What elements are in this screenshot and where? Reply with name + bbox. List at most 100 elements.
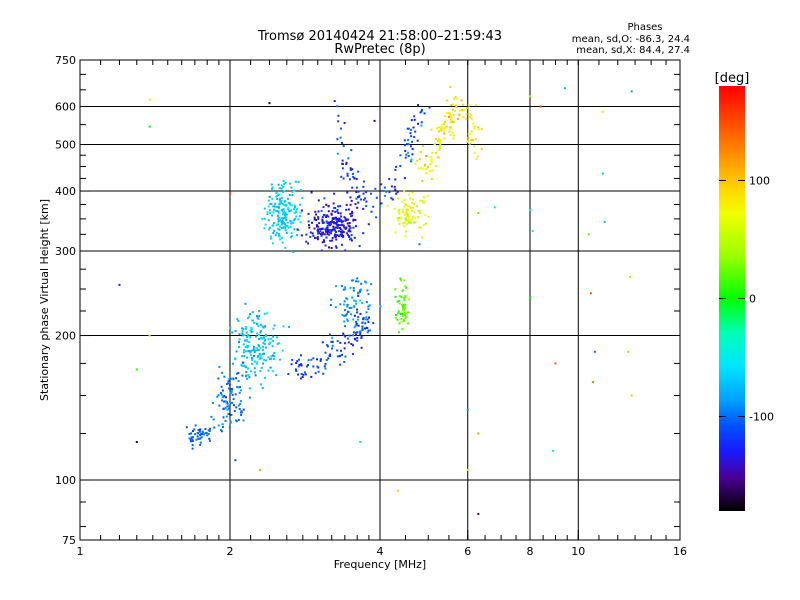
data-point [250, 331, 253, 334]
data-point [263, 217, 266, 220]
data-point [408, 219, 411, 222]
data-point [429, 155, 432, 158]
data-point [303, 371, 306, 374]
data-point [424, 214, 427, 217]
data-point [356, 318, 359, 321]
data-point [234, 330, 237, 332]
data-point [320, 234, 323, 237]
data-point [321, 227, 324, 230]
data-point [270, 337, 273, 340]
data-point [229, 421, 232, 424]
data-point [449, 121, 452, 124]
data-point [273, 229, 276, 232]
data-point [398, 216, 400, 219]
data-point [355, 333, 357, 336]
data-point [277, 217, 280, 220]
data-point [355, 191, 358, 193]
data-point [352, 344, 354, 347]
data-point [269, 235, 272, 238]
data-point [199, 441, 202, 444]
data-point [563, 87, 566, 90]
data-point [403, 139, 406, 142]
data-point [248, 396, 251, 399]
data-point [287, 201, 290, 204]
data-point [199, 428, 202, 431]
data-point [531, 230, 534, 233]
data-point [408, 217, 410, 220]
data-point [351, 214, 354, 217]
data-point [268, 226, 271, 229]
data-point [364, 197, 367, 200]
data-point [285, 203, 288, 206]
data-point [349, 167, 352, 170]
data-point [449, 126, 452, 129]
data-point [259, 354, 262, 357]
data-point [405, 208, 408, 211]
data-point [277, 223, 280, 226]
data-point [245, 339, 248, 342]
data-point [277, 194, 280, 197]
data-point [248, 376, 251, 379]
data-point [309, 235, 312, 238]
data-point [438, 140, 441, 143]
data-point [325, 216, 327, 218]
data-point [354, 203, 357, 205]
data-point [298, 358, 300, 361]
data-point [285, 219, 288, 221]
data-point [338, 217, 341, 220]
data-point [270, 203, 273, 205]
data-point [407, 138, 410, 141]
y-axis-label: Stationary phase Virtual Height [km] [38, 199, 51, 401]
data-point [470, 117, 473, 120]
data-point [259, 347, 262, 350]
data-point [238, 338, 241, 341]
data-point [362, 318, 364, 321]
data-point [242, 343, 245, 346]
data-point [393, 185, 396, 188]
data-point [362, 207, 365, 210]
data-point [405, 312, 408, 315]
data-point [249, 313, 251, 316]
data-points [118, 85, 633, 515]
data-point [417, 209, 420, 212]
data-point [276, 342, 279, 345]
data-point [322, 206, 325, 209]
data-point [355, 302, 358, 305]
data-point [118, 283, 121, 286]
data-point [283, 204, 286, 207]
data-point [283, 190, 286, 193]
data-point [420, 121, 423, 124]
data-point [358, 195, 361, 198]
data-point [243, 349, 246, 351]
data-point [467, 104, 470, 107]
data-point [407, 205, 410, 208]
data-point [480, 128, 483, 131]
data-point [305, 233, 308, 236]
data-point [324, 351, 327, 354]
y-tick-labels: 75 100 200 300 400 500 600 750 [55, 54, 90, 547]
data-point [360, 198, 362, 201]
data-point [257, 325, 260, 328]
data-point [463, 108, 466, 111]
data-point [293, 212, 296, 215]
data-point [424, 222, 427, 225]
data-point [365, 301, 368, 304]
data-point [246, 335, 249, 337]
data-point [242, 328, 245, 331]
data-point [447, 115, 450, 118]
data-point [193, 428, 196, 431]
data-point [367, 308, 370, 311]
data-point [408, 193, 411, 196]
data-point [271, 370, 274, 373]
data-point [304, 373, 307, 376]
data-point [201, 433, 204, 436]
data-point [359, 333, 362, 336]
data-point [324, 367, 327, 370]
data-point [267, 369, 270, 372]
data-point [474, 104, 477, 107]
data-point [427, 215, 430, 218]
data-point [443, 132, 446, 135]
data-point [451, 120, 454, 123]
data-point [414, 221, 417, 223]
data-point [230, 390, 233, 393]
